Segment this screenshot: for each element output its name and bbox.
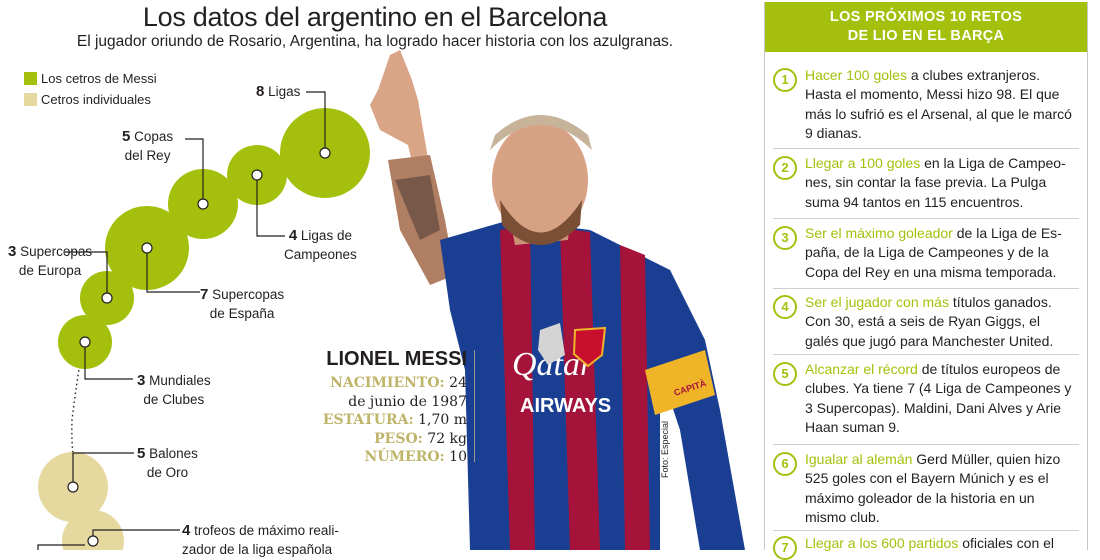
label-mundiales-clubes: 3 Mundiales de Clubes: [137, 372, 211, 407]
league-badge: [538, 323, 565, 365]
beard: [500, 200, 582, 245]
divider: [773, 148, 1079, 149]
tattoo-ink: [395, 175, 440, 240]
player-bio: LIONEL MESSI NACIMIENTO: 24 de junio de …: [312, 347, 467, 467]
legend-item-team-titles: Los cetros de Messi: [24, 68, 157, 89]
divider: [773, 530, 1079, 531]
bio-divider: [474, 350, 475, 462]
bio-weight: PESO: 72 kg: [374, 430, 467, 447]
divider: [773, 444, 1079, 445]
label-copas-rey: 5 Copas del Rey: [122, 128, 174, 163]
sponsor-airways: AIRWAYS: [520, 395, 611, 417]
label-balones-oro: 5 Balones de Oro: [137, 445, 198, 480]
reto-text: Ser el máximo goleador de la Liga de Es-…: [805, 225, 1062, 280]
reto-number: 2: [773, 156, 797, 180]
bio-birth-date: de junio de 1987: [348, 393, 467, 410]
page-subtitle: El jugador oriundo de Rosario, Argentina…: [76, 33, 674, 50]
legend-swatch-green: [24, 72, 37, 85]
hair: [490, 115, 592, 150]
label-pichichi: 4 trofeos de máximo reali-zador de la li…: [182, 522, 339, 557]
reto-number: 7: [773, 536, 797, 560]
raised-hand: [370, 50, 430, 175]
legend-item-individual-titles: Cetros individuales: [24, 89, 157, 110]
divider: [773, 218, 1079, 219]
jersey-stripe: [620, 245, 650, 550]
leader-lines: [37, 91, 326, 550]
legend-label: Los cetros de Messi: [41, 71, 157, 86]
reto-number: 5: [773, 362, 797, 386]
reto-text: Llegar a los 600 partidos oficiales con …: [805, 535, 1055, 551]
legend-label: Cetros individuales: [41, 92, 151, 107]
sleeve: [660, 270, 745, 550]
panel-title-line: DE LIO EN EL BARÇA: [847, 28, 1005, 44]
retos-panel: LOS PRÓXIMOS 10 RETOS DE LIO EN EL BARÇA…: [764, 2, 1088, 560]
club-crest: [572, 326, 607, 368]
divider: [773, 288, 1079, 289]
reto-number: 4: [773, 295, 797, 319]
reto-text: Ser el jugador con más títulos ganados. …: [805, 294, 1054, 349]
reto-text: Hacer 100 goles a clubes extranjeros. Ha…: [805, 67, 1072, 142]
titles-diagram: [37, 91, 370, 550]
reto-number: 6: [773, 452, 797, 476]
label-supercopas-espana: 7 Supercopas de España: [200, 286, 285, 321]
legend-swatch-beige: [24, 93, 37, 106]
label-ligas: 8 Ligas: [256, 83, 301, 100]
panel-title-line: LOS PRÓXIMOS 10 RETOS: [829, 9, 1023, 25]
legend: Los cetros de Messi Cetros individuales: [24, 68, 157, 110]
label-supercopas-europa: 3 Supercopas de Europa: [8, 243, 93, 278]
header: Los datos del argentino en el Barcelona …: [0, 0, 750, 52]
reto-text: Alcanzar el récord de títulos europeos d…: [805, 361, 1072, 436]
reto-text: Llegar a 100 goles en la Liga de Campeo-…: [805, 155, 1066, 210]
player-photo: CAPITÀ Qatar AIRWAYS: [370, 50, 745, 550]
bio-height: ESTATURA: 1,70 m: [322, 412, 467, 428]
panel-title: LOS PRÓXIMOS 10 RETOS DE LIO EN EL BARÇA: [765, 2, 1087, 52]
bio-birth: NACIMIENTO: 24: [330, 375, 467, 391]
page-title: Los datos del argentino en el Barcelona: [142, 2, 608, 32]
bio-number: NÚMERO: 10: [364, 449, 467, 465]
face: [492, 122, 588, 238]
label-ligas-campeones: 4 Ligas de Campeones: [284, 227, 357, 262]
reto-number: 1: [773, 68, 797, 92]
jersey-stripe: [560, 228, 600, 550]
captain-armband: [645, 350, 715, 415]
reto-text: Igualar al alemán Gerd Müller, quien hiz…: [805, 451, 1061, 526]
divider: [773, 354, 1079, 355]
player-name: LIONEL MESSI: [326, 348, 467, 370]
jersey-stripe: [500, 225, 535, 550]
reto-number: 3: [773, 226, 797, 250]
